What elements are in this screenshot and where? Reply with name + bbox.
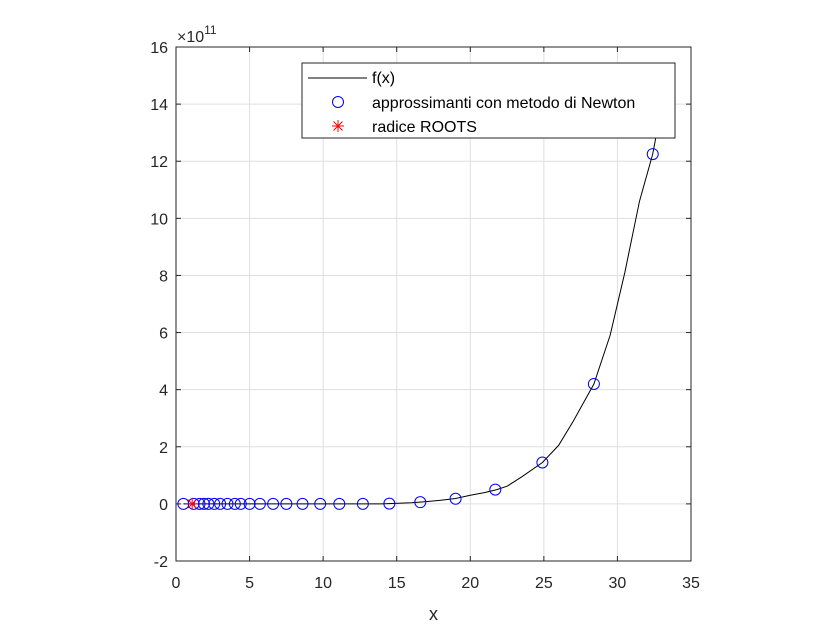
legend: f(x) approssimanti con metodo di Newton … (301, 62, 676, 139)
x-tick-label: 10 (314, 575, 332, 592)
newton-point (214, 497, 227, 510)
newton-point (208, 497, 221, 510)
newton-point (228, 497, 241, 510)
x-tick-label: 30 (609, 575, 627, 592)
newton-point (253, 497, 266, 510)
y-exponent-power: 11 (204, 23, 217, 37)
y-tick-label: 14 (150, 97, 168, 114)
legend-box (301, 62, 676, 139)
newton-point (243, 497, 256, 510)
newton-point (646, 148, 659, 161)
newton-point (234, 497, 247, 510)
legend-label-roots: radice ROOTS (372, 119, 477, 136)
y-tick-label: 4 (159, 383, 168, 400)
legend-label-newton: approssimanti con metodo di Newton (372, 95, 635, 112)
y-exponent: ×1011 (177, 23, 217, 46)
newton-point (587, 377, 600, 390)
y-tick-label: 8 (159, 268, 168, 285)
y-tick-label: 6 (159, 326, 168, 343)
y-tick-label: 2 (159, 440, 168, 457)
x-tick-label: 0 (172, 575, 181, 592)
newton-point (202, 497, 215, 510)
y-tick-label: 0 (159, 497, 168, 514)
y-tick-label: 12 (150, 154, 168, 171)
y-tick-label: 10 (150, 211, 168, 228)
newton-point (197, 497, 210, 510)
x-tick-label: 5 (245, 575, 254, 592)
newton-point (267, 497, 280, 510)
newton-point (221, 497, 234, 510)
y-tick-label: 16 (150, 40, 168, 57)
x-axis-label: x (429, 604, 438, 624)
newton-point (333, 497, 346, 510)
svg-text:×1011: ×1011 (177, 23, 217, 46)
axis-ticks (175, 46, 692, 562)
newton-point (356, 497, 369, 510)
newton-point (414, 496, 427, 509)
y-tick-label: -2 (154, 554, 168, 571)
y-exponent-base: ×10 (177, 29, 204, 46)
newton-point (280, 497, 293, 510)
newton-point (489, 483, 502, 496)
newton-point (536, 456, 549, 469)
newton-point (314, 497, 327, 510)
legend-circle-swatch (332, 96, 344, 108)
series-line-f (183, 106, 663, 505)
legend-entry-newton: approssimanti con metodo di Newton (332, 95, 635, 112)
newton-point (383, 497, 396, 510)
newton-point (296, 497, 309, 510)
roots-point (186, 497, 199, 510)
series-layer (177, 106, 663, 510)
x-tick-label: 20 (461, 575, 479, 592)
legend-asterisk-swatch (332, 120, 344, 132)
legend-entry-roots: radice ROOTS (332, 119, 477, 136)
legend-label-line: f(x) (372, 70, 395, 87)
x-tick-label: 35 (682, 575, 700, 592)
x-tick-label: 25 (535, 575, 553, 592)
newton-point (449, 492, 462, 505)
legend-entry-line: f(x) (308, 70, 395, 87)
plot-frame (175, 46, 692, 562)
x-tick-label: 15 (388, 575, 406, 592)
